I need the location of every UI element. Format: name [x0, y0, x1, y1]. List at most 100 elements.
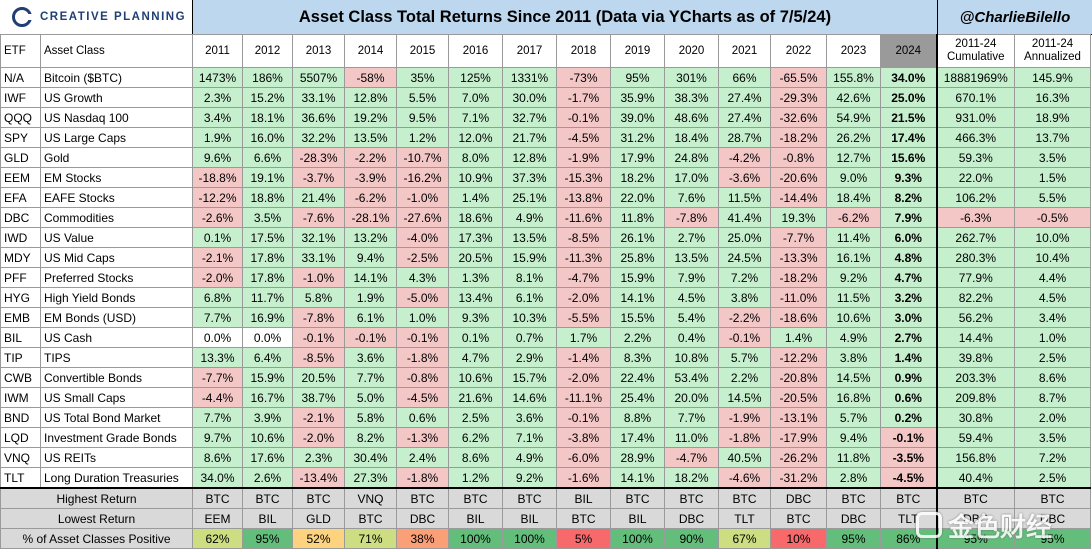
- return-cell: 8.3%: [610, 347, 665, 368]
- return-cell: 27.4%: [718, 87, 771, 108]
- return-cell: 0.9%: [880, 367, 937, 388]
- return-cell: 38.3%: [664, 87, 719, 108]
- return-cell: -7.8%: [292, 307, 345, 328]
- summary-cell: DBC: [396, 508, 449, 529]
- return-cell: 19.2%: [344, 107, 397, 128]
- table-row: DBC Commodities -2.6% 3.5% -7.6% -28.1% -27.6%…: [0, 207, 1091, 228]
- return-cell: 3.4%: [1014, 307, 1091, 328]
- summary-cell: 52%: [292, 528, 345, 549]
- return-cell: -1.8%: [396, 467, 449, 489]
- return-cell: 8.1%: [502, 267, 557, 288]
- return-cell: -14.4%: [770, 187, 827, 208]
- return-cell: 9.3%: [448, 307, 503, 328]
- return-cell: 17.8%: [242, 267, 293, 288]
- summary-cell: BTC: [242, 487, 293, 509]
- return-cell: 20.0%: [664, 387, 719, 408]
- return-cell: 6.2%: [448, 427, 503, 448]
- return-cell: -12.2%: [770, 347, 827, 368]
- return-cell: -2.0%: [556, 287, 611, 308]
- return-cell: -0.1%: [556, 407, 611, 428]
- return-cell: 18.6%: [448, 207, 503, 228]
- return-cell: -2.2%: [718, 307, 771, 328]
- return-cell: 6.4%: [242, 347, 293, 368]
- summary-cell: BTC: [556, 508, 611, 529]
- return-cell: 7.2%: [718, 267, 771, 288]
- summary-cell: DBC: [1014, 508, 1091, 529]
- summary-cell: BIL: [610, 508, 665, 529]
- column-header: Asset Class: [40, 34, 193, 68]
- table-row: SPY US Large Caps 1.9% 16.0% 32.2% 13.5% 1.2% 1…: [0, 127, 1091, 148]
- return-cell: -11.0%: [770, 287, 827, 308]
- return-cell: 21.4%: [292, 187, 345, 208]
- summary-label: Lowest Return: [0, 508, 193, 529]
- return-cell: 22.0%: [610, 187, 665, 208]
- return-cell: -1.6%: [556, 467, 611, 489]
- return-cell: 12.8%: [344, 87, 397, 108]
- return-cell: 8.6%: [448, 447, 503, 468]
- return-cell: -4.4%: [192, 387, 243, 408]
- return-cell: 10.9%: [448, 167, 503, 188]
- return-cell: -13.1%: [770, 407, 827, 428]
- return-cell: 8.8%: [610, 407, 665, 428]
- return-cell: -18.8%: [192, 167, 243, 188]
- return-cell: 5507%: [292, 67, 345, 88]
- etf-ticker: N/A: [0, 67, 41, 88]
- return-cell: 11.8%: [610, 207, 665, 228]
- return-cell: 301%: [664, 67, 719, 88]
- return-cell: -3.9%: [344, 167, 397, 188]
- summary-cell: TLT: [718, 508, 771, 529]
- asset-class-name: EM Stocks: [40, 167, 193, 188]
- return-cell: 4.8%: [880, 247, 937, 268]
- return-cell: -4.6%: [718, 467, 771, 489]
- return-cell: 18.9%: [1014, 107, 1091, 128]
- return-cell: 3.5%: [242, 207, 293, 228]
- return-cell: -0.1%: [292, 327, 345, 348]
- asset-class-name: Investment Grade Bonds: [40, 427, 193, 448]
- column-header: 2013: [292, 34, 345, 68]
- return-cell: -0.1%: [718, 327, 771, 348]
- column-header: 2012: [242, 34, 293, 68]
- table-row: EMB EM Bonds (USD) 7.7% 16.9% -7.8% 6.1% 1.0% 9…: [0, 307, 1091, 328]
- return-cell: -11.3%: [556, 247, 611, 268]
- return-cell: 0.1%: [192, 227, 243, 248]
- return-cell: 13.5%: [664, 247, 719, 268]
- author-handle: @CharlieBilello: [938, 0, 1092, 34]
- column-header: ETF: [0, 34, 41, 68]
- summary-cell: BIL: [448, 508, 503, 529]
- return-cell: 33.1%: [292, 87, 345, 108]
- table-row: BIL US Cash 0.0% 0.0% -0.1% -0.1% -0.1% 0.1% 0.7…: [0, 327, 1091, 348]
- return-cell: 77.9%: [935, 267, 1015, 288]
- return-cell: 1.3%: [448, 267, 503, 288]
- return-cell: -17.9%: [770, 427, 827, 448]
- return-cell: 4.9%: [502, 207, 557, 228]
- return-cell: 59.3%: [935, 147, 1015, 168]
- return-cell: 28.7%: [718, 127, 771, 148]
- asset-class-name: Convertible Bonds: [40, 367, 193, 388]
- return-cell: 5.4%: [664, 307, 719, 328]
- return-cell: 145.9%: [1014, 67, 1091, 88]
- return-cell: 19.1%: [242, 167, 293, 188]
- asset-class-name: Commodities: [40, 207, 193, 228]
- asset-class-name: US Large Caps: [40, 127, 193, 148]
- return-cell: 20.5%: [448, 247, 503, 268]
- return-cell: 9.4%: [344, 247, 397, 268]
- asset-class-name: Long Duration Treasuries: [40, 467, 193, 489]
- column-header: 2016: [448, 34, 503, 68]
- return-cell: -3.7%: [292, 167, 345, 188]
- return-cell: 18.2%: [664, 467, 719, 489]
- return-cell: -13.4%: [292, 467, 345, 489]
- summary-cell: 5%: [556, 528, 611, 549]
- return-cell: 15.2%: [242, 87, 293, 108]
- return-cell: 16.8%: [826, 387, 881, 408]
- summary-cell: 86%: [880, 528, 937, 549]
- return-cell: -0.1%: [396, 327, 449, 348]
- return-cell: 21.7%: [502, 127, 557, 148]
- return-cell: 7.1%: [448, 107, 503, 128]
- etf-ticker: LQD: [0, 427, 41, 448]
- return-cell: 1473%: [192, 67, 243, 88]
- table-row: CWB Convertible Bonds -7.7% 15.9% 20.5% 7.7% -…: [0, 367, 1091, 388]
- return-cell: -3.8%: [556, 427, 611, 448]
- return-cell: 14.4%: [935, 327, 1015, 348]
- return-cell: -58%: [344, 67, 397, 88]
- return-cell: 13.5%: [344, 127, 397, 148]
